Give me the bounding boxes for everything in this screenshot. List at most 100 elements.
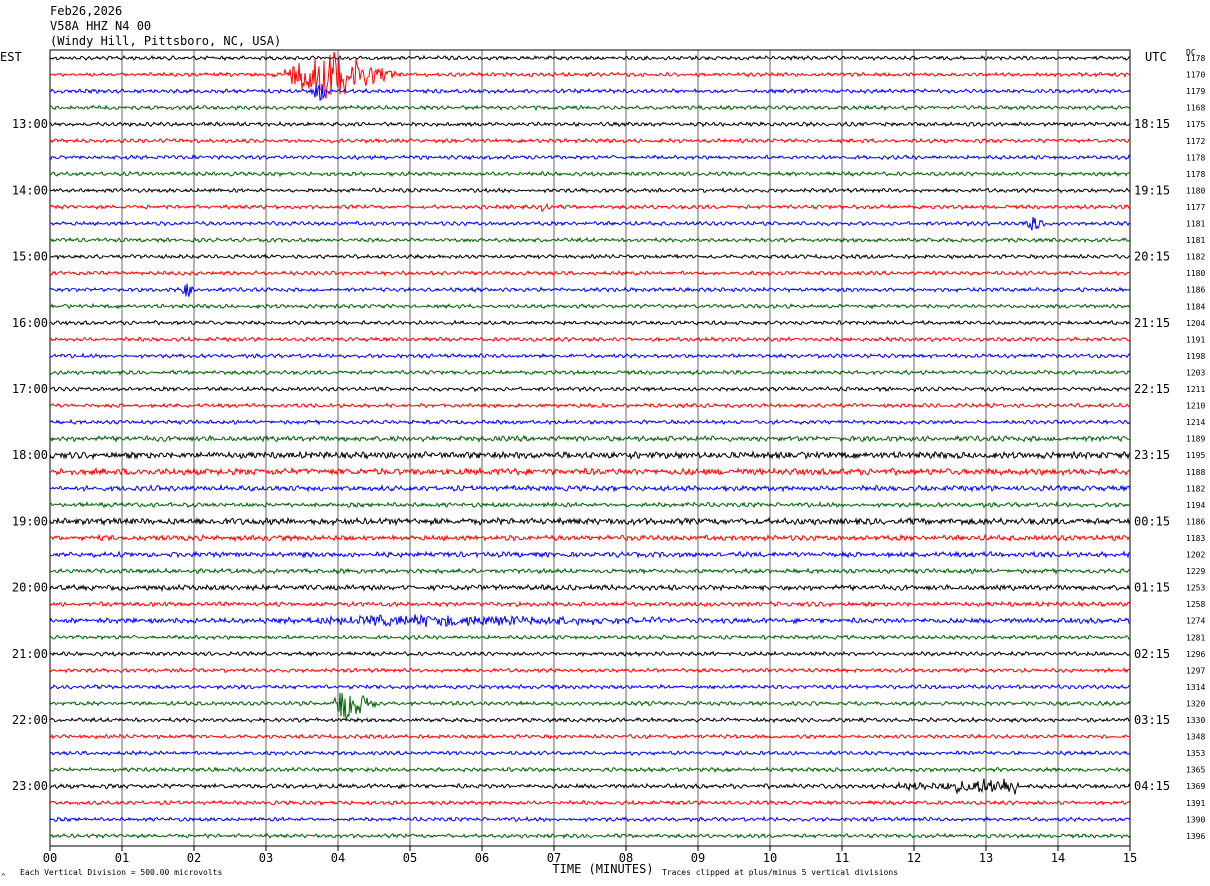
dc-offset-label: 1186 xyxy=(1186,286,1205,295)
dc-offset-label: 1183 xyxy=(1186,534,1205,543)
dc-offset-label: 1274 xyxy=(1186,617,1205,626)
seismic-trace xyxy=(49,733,1131,740)
minute-tick-label: 06 xyxy=(475,851,489,865)
dc-offset-label: 1204 xyxy=(1186,319,1205,328)
seismic-trace xyxy=(50,104,1131,112)
dc-offset-label: 1180 xyxy=(1186,186,1205,195)
est-hour-label: 19:00 xyxy=(12,514,48,528)
seismic-trace xyxy=(49,236,1131,244)
dc-offset-label: 1353 xyxy=(1186,749,1205,758)
utc-hour-label: 19:15 xyxy=(1134,183,1170,197)
dc-offset-label: 1184 xyxy=(1186,302,1205,311)
dc-offset-label: 1181 xyxy=(1186,236,1205,245)
dc-offset-label: 1390 xyxy=(1186,815,1205,824)
seismic-trace xyxy=(49,385,1131,393)
minute-tick-label: 15 xyxy=(1123,851,1137,865)
header-channel: V58A HHZ N4 00 xyxy=(50,19,152,33)
dc-offset-label: 1203 xyxy=(1186,368,1205,377)
est-hour-label: 21:00 xyxy=(12,647,48,661)
seismic-trace xyxy=(49,170,1130,178)
seismic-trace xyxy=(49,402,1131,409)
seismic-trace xyxy=(49,500,1131,509)
seismic-trace xyxy=(49,583,1131,593)
seismic-trace xyxy=(49,54,1131,62)
minute-tick-label: 14 xyxy=(1051,851,1065,865)
seismic-trace xyxy=(49,186,1131,194)
dc-offset-label: 1210 xyxy=(1186,402,1205,411)
dc-offset-label: 1229 xyxy=(1186,567,1205,576)
minute-tick-label: 00 xyxy=(43,851,57,865)
minute-tick-label: 04 xyxy=(331,851,345,865)
minute-tick-label: 05 xyxy=(403,851,417,865)
seismic-trace xyxy=(49,253,1131,261)
dc-offset-label: 1188 xyxy=(1186,468,1205,477)
dc-offset-label: 1314 xyxy=(1186,683,1205,692)
clip-note: Traces clipped at plus/minus 5 vertical … xyxy=(662,868,898,877)
seismic-trace xyxy=(49,533,1131,543)
dc-offset-label: 1182 xyxy=(1186,253,1205,262)
seismic-trace xyxy=(49,283,1131,297)
seismic-trace xyxy=(49,84,1131,101)
dc-offset-label: 1168 xyxy=(1186,104,1205,113)
dc-offset-label: 1330 xyxy=(1186,716,1205,725)
dc-offset-label: 1189 xyxy=(1186,435,1205,444)
minute-tick-label: 08 xyxy=(619,851,633,865)
dc-offset-label: 1181 xyxy=(1186,220,1205,229)
dc-offset-label: 1396 xyxy=(1186,832,1205,841)
seismic-trace xyxy=(49,137,1131,145)
dc-offset-label: 1211 xyxy=(1186,385,1205,394)
dc-offset-label: 1177 xyxy=(1186,203,1205,212)
est-hour-label: 16:00 xyxy=(12,316,48,330)
utc-hour-label: 04:15 xyxy=(1134,779,1170,793)
seismic-trace xyxy=(49,216,1131,231)
seismic-trace xyxy=(49,369,1131,377)
est-hour-label: 13:00 xyxy=(12,117,48,131)
seismic-trace xyxy=(49,550,1131,559)
est-hour-label: 15:00 xyxy=(12,250,48,264)
minute-tick-label: 09 xyxy=(691,851,705,865)
dc-offset-label: 1172 xyxy=(1186,137,1205,146)
minute-tick-label: 02 xyxy=(187,851,201,865)
utc-hour-label: 22:15 xyxy=(1134,382,1170,396)
header-station: (Windy Hill, Pittsboro, NC, USA) xyxy=(50,34,282,48)
est-hour-label: 22:00 xyxy=(12,713,48,727)
minute-tick-label: 12 xyxy=(907,851,921,865)
x-axis-title: TIME (MINUTES) xyxy=(552,862,653,876)
dc-offset-label: 1296 xyxy=(1186,650,1205,659)
dc-offset-label: 1182 xyxy=(1186,484,1205,493)
est-axis-label: EST xyxy=(0,50,22,64)
seismic-trace xyxy=(49,650,1131,658)
utc-hour-label: 20:15 xyxy=(1134,250,1170,264)
dc-offset-label: 1180 xyxy=(1186,269,1205,278)
utc-hour-label: 01:15 xyxy=(1134,581,1170,595)
minute-tick-label: 07 xyxy=(547,851,561,865)
seismic-trace xyxy=(49,600,1131,608)
est-hour-label: 20:00 xyxy=(12,581,48,595)
minute-tick-label: 11 xyxy=(835,851,849,865)
dc-offset-label: 1281 xyxy=(1186,633,1205,642)
utc-hour-label: 00:15 xyxy=(1134,514,1170,528)
seismic-trace xyxy=(49,434,1130,444)
est-hour-label: 14:00 xyxy=(12,183,48,197)
minute-tick-label: 01 xyxy=(115,851,129,865)
seismic-trace xyxy=(49,666,1131,674)
plot-frame xyxy=(49,49,1131,847)
seismic-trace xyxy=(49,516,1131,527)
utc-hour-label: 03:15 xyxy=(1134,713,1170,727)
seismic-trace xyxy=(50,567,1131,576)
minute-tick-label: 13 xyxy=(979,851,993,865)
seismic-trace xyxy=(49,120,1131,128)
seismic-trace xyxy=(49,613,1131,628)
seismic-trace xyxy=(49,466,1131,477)
header-date: Feb26,2026 xyxy=(50,4,123,18)
seismic-trace xyxy=(49,335,1131,343)
seismic-trace xyxy=(49,683,1131,691)
est-hour-label: 17:00 xyxy=(12,382,48,396)
dc-offset-label: 1214 xyxy=(1186,418,1205,427)
dc-offset-label: 1175 xyxy=(1186,120,1205,129)
seismic-trace xyxy=(49,483,1131,493)
dc-offset-label: 1391 xyxy=(1186,799,1205,808)
dc-offset-label: 1202 xyxy=(1186,551,1205,560)
dc-offset-label: 1195 xyxy=(1186,451,1205,460)
dc-offset-label: 1170 xyxy=(1186,71,1205,80)
